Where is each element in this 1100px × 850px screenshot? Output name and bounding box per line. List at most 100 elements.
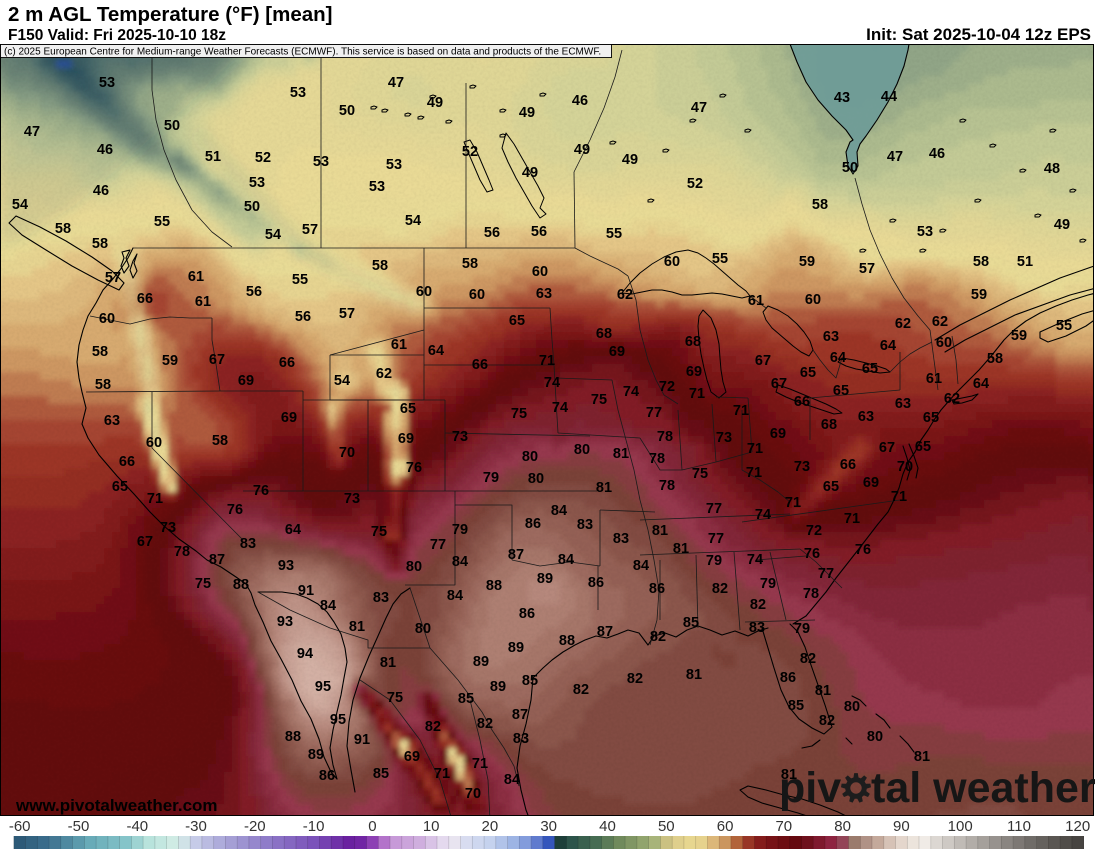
svg-text:59: 59 — [1011, 328, 1027, 344]
svg-text:110: 110 — [1007, 818, 1031, 835]
svg-text:86: 86 — [649, 581, 665, 597]
svg-text:76: 76 — [855, 542, 871, 558]
svg-text:30: 30 — [540, 818, 557, 835]
svg-text:69: 69 — [281, 410, 297, 426]
svg-text:80: 80 — [522, 449, 538, 465]
svg-text:64: 64 — [830, 350, 846, 366]
svg-text:49: 49 — [622, 152, 638, 168]
svg-text:62: 62 — [944, 391, 960, 407]
svg-text:65: 65 — [112, 479, 128, 495]
svg-text:58: 58 — [973, 254, 989, 270]
svg-text:-20: -20 — [244, 818, 266, 835]
svg-text:69: 69 — [238, 373, 254, 389]
svg-text:78: 78 — [174, 544, 190, 560]
svg-text:82: 82 — [750, 597, 766, 613]
svg-text:75: 75 — [387, 690, 403, 706]
svg-text:43: 43 — [834, 90, 850, 106]
svg-text:70: 70 — [775, 818, 792, 835]
svg-text:62: 62 — [376, 366, 392, 382]
svg-text:82: 82 — [425, 719, 441, 735]
svg-text:81: 81 — [781, 767, 797, 783]
svg-text:58: 58 — [462, 256, 478, 272]
svg-text:69: 69 — [609, 344, 625, 360]
svg-text:75: 75 — [195, 576, 211, 592]
svg-text:50: 50 — [339, 103, 355, 119]
svg-text:59: 59 — [799, 254, 815, 270]
svg-text:47: 47 — [24, 124, 40, 140]
svg-text:71: 71 — [844, 511, 860, 527]
svg-text:46: 46 — [572, 93, 588, 109]
svg-text:67: 67 — [879, 440, 895, 456]
svg-text:58: 58 — [55, 221, 71, 237]
svg-text:87: 87 — [508, 547, 524, 563]
svg-text:120: 120 — [1065, 818, 1090, 835]
svg-text:78: 78 — [803, 586, 819, 602]
svg-text:53: 53 — [290, 85, 306, 101]
svg-text:61: 61 — [188, 269, 204, 285]
svg-text:72: 72 — [806, 523, 822, 539]
svg-text:78: 78 — [649, 451, 665, 467]
svg-text:66: 66 — [279, 355, 295, 371]
svg-text:49: 49 — [427, 95, 443, 111]
svg-text:77: 77 — [818, 566, 834, 582]
svg-text:80: 80 — [834, 818, 851, 835]
svg-text:69: 69 — [686, 364, 702, 380]
svg-text:85: 85 — [788, 698, 804, 714]
svg-text:60: 60 — [99, 311, 115, 327]
svg-text:60: 60 — [146, 435, 162, 451]
svg-text:64: 64 — [973, 376, 989, 392]
svg-text:81: 81 — [686, 667, 702, 683]
svg-text:56: 56 — [484, 225, 500, 241]
svg-text:82: 82 — [627, 671, 643, 687]
svg-text:60: 60 — [936, 335, 952, 351]
svg-text:(c) 2025 European Centre for M: (c) 2025 European Centre for Medium-rang… — [4, 47, 601, 58]
svg-text:64: 64 — [285, 522, 301, 538]
svg-text:80: 80 — [406, 559, 422, 575]
svg-text:66: 66 — [472, 357, 488, 373]
svg-text:80: 80 — [867, 729, 883, 745]
svg-text:63: 63 — [895, 396, 911, 412]
svg-text:51: 51 — [1017, 254, 1033, 270]
svg-text:53: 53 — [313, 154, 329, 170]
svg-text:86: 86 — [588, 575, 604, 591]
svg-text:89: 89 — [490, 679, 506, 695]
svg-text:82: 82 — [573, 682, 589, 698]
svg-text:50: 50 — [842, 160, 858, 176]
svg-text:58: 58 — [95, 377, 111, 393]
svg-text:83: 83 — [613, 531, 629, 547]
svg-text:61: 61 — [926, 371, 942, 387]
svg-text:65: 65 — [800, 365, 816, 381]
svg-text:60: 60 — [805, 292, 821, 308]
svg-text:76: 76 — [406, 460, 422, 476]
svg-text:67: 67 — [209, 352, 225, 368]
svg-text:70: 70 — [339, 445, 355, 461]
svg-text:80: 80 — [415, 621, 431, 637]
svg-text:88: 88 — [559, 633, 575, 649]
svg-text:81: 81 — [815, 683, 831, 699]
svg-text:0: 0 — [368, 818, 376, 835]
svg-text:40: 40 — [599, 818, 616, 835]
svg-text:69: 69 — [863, 475, 879, 491]
svg-text:62: 62 — [932, 314, 948, 330]
svg-text:84: 84 — [447, 588, 463, 604]
svg-text:58: 58 — [212, 433, 228, 449]
svg-text:81: 81 — [349, 619, 365, 635]
svg-text:79: 79 — [760, 576, 776, 592]
svg-text:83: 83 — [373, 590, 389, 606]
svg-text:-10: -10 — [303, 818, 325, 835]
svg-text:59: 59 — [162, 353, 178, 369]
svg-text:47: 47 — [691, 100, 707, 116]
svg-text:58: 58 — [92, 236, 108, 252]
svg-text:83: 83 — [240, 536, 256, 552]
svg-text:71: 71 — [891, 489, 907, 505]
svg-text:71: 71 — [746, 465, 762, 481]
svg-text:53: 53 — [369, 179, 385, 195]
svg-text:88: 88 — [486, 578, 502, 594]
svg-text:64: 64 — [880, 338, 896, 354]
svg-text:84: 84 — [452, 554, 468, 570]
svg-text:48: 48 — [1044, 161, 1060, 177]
svg-text:79: 79 — [794, 621, 810, 637]
svg-text:71: 71 — [689, 386, 705, 402]
svg-text:73: 73 — [344, 491, 360, 507]
svg-text:55: 55 — [712, 251, 728, 267]
